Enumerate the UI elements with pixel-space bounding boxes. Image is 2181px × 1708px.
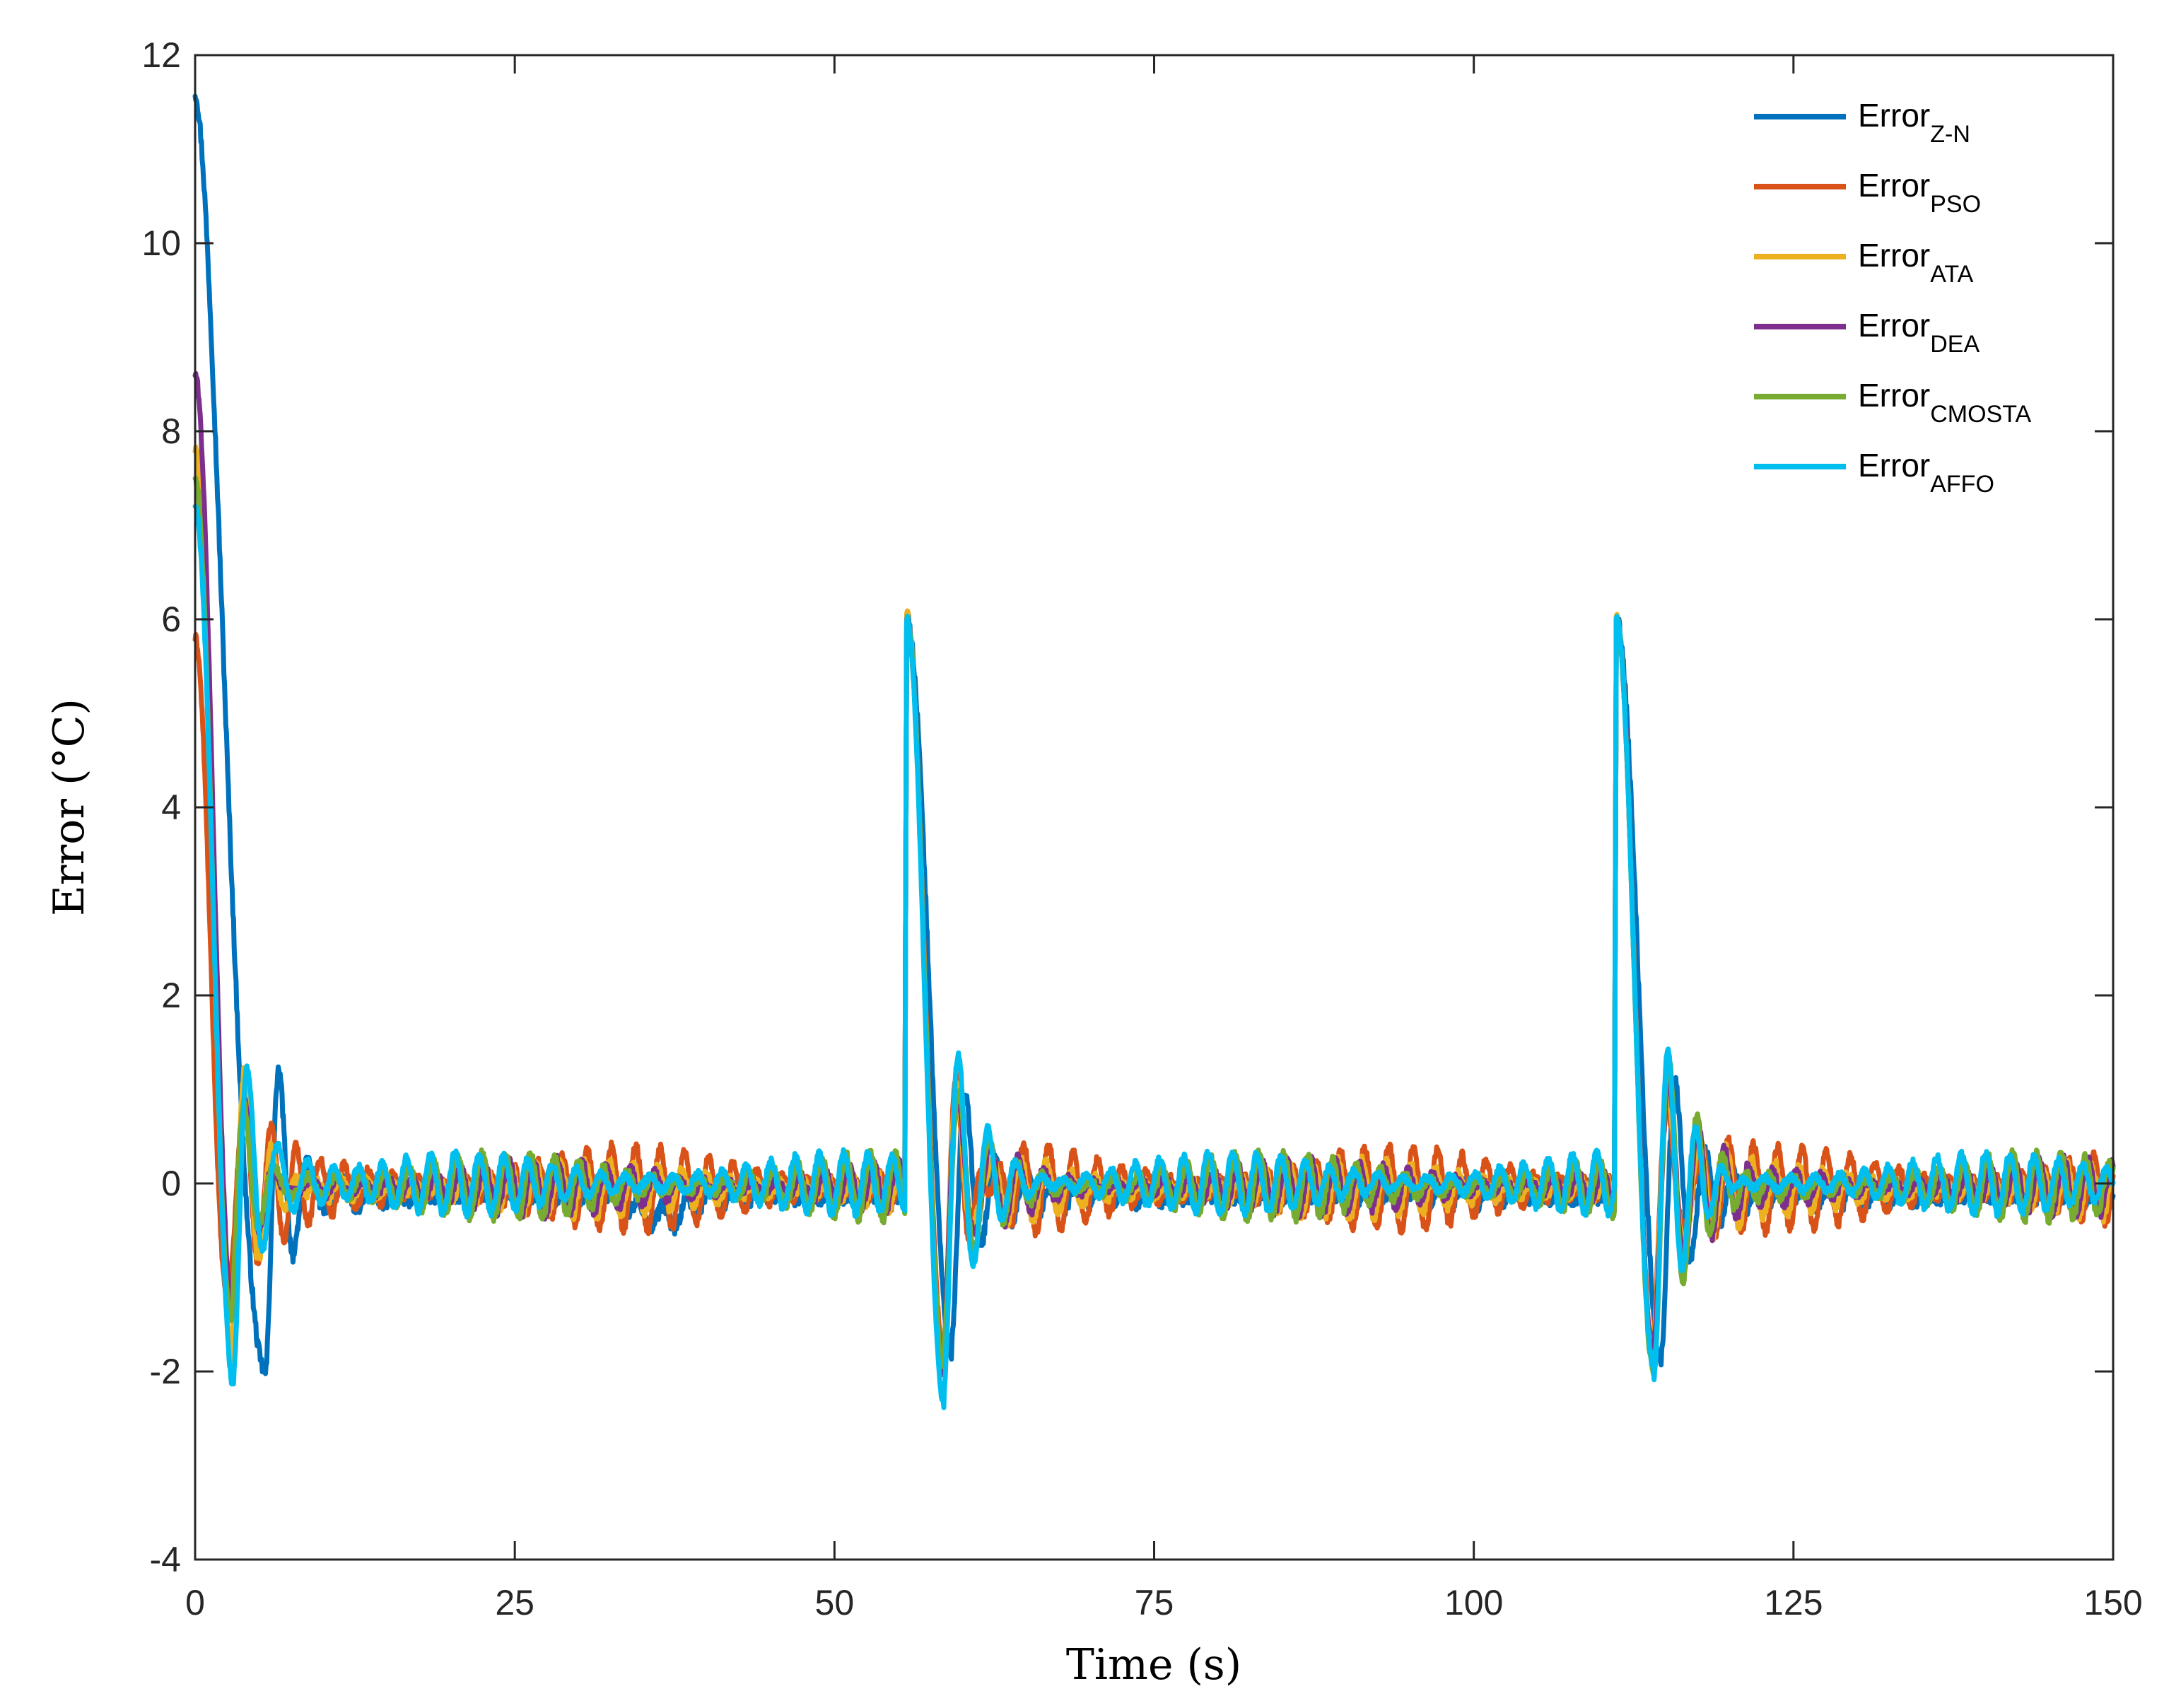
x-tick-label: 75 [1135, 1583, 1174, 1622]
y-tick-label: 12 [141, 35, 181, 75]
legend-label: ErrorZ-N [1858, 97, 1970, 148]
y-tick-label: 2 [161, 976, 181, 1015]
y-tick-label: 0 [161, 1164, 181, 1203]
legend-label-subscript: ATA [1930, 261, 1973, 288]
y-tick-label: -2 [150, 1352, 181, 1391]
x-tick-label: 100 [1444, 1583, 1503, 1622]
y-tick-label: 4 [161, 788, 181, 827]
series-line-affo [192, 503, 2116, 1410]
legend-label: ErrorCMOSTA [1858, 377, 2031, 428]
legend-label-main: Error [1858, 97, 1930, 134]
y-tick-label: -4 [150, 1540, 181, 1579]
legend-label-subscript: DEA [1930, 331, 1980, 358]
legend-label-subscript: PSO [1930, 191, 1981, 218]
legend-label: ErrorAFFO [1858, 447, 1994, 498]
x-tick-label: 125 [1764, 1583, 1823, 1622]
series-lines [192, 93, 2116, 1410]
x-tick-label: 150 [2083, 1583, 2142, 1622]
legend-label: ErrorDEA [1858, 307, 1980, 358]
legend-label-main: Error [1858, 377, 1930, 414]
legend: ErrorZ-NErrorPSOErrorATAErrorDEAErrorCMO… [1754, 97, 2031, 498]
plot-background [195, 55, 2113, 1560]
legend-label: ErrorATA [1858, 237, 1974, 288]
axis-ticks: 0 25 50 75 100 125 150 -4 -2 0 2 4 6 8 10 12 [141, 35, 2142, 1622]
x-axis-label: Time (s) [1066, 1640, 1241, 1690]
x-tick-label: 25 [495, 1583, 534, 1622]
legend-label: ErrorPSO [1858, 167, 1981, 218]
y-tick-label: 6 [161, 599, 181, 639]
x-tick-label: 0 [185, 1583, 205, 1622]
legend-label-subscript: CMOSTA [1930, 401, 2031, 428]
legend-label-subscript: AFFO [1930, 471, 1994, 498]
y-axis-label: Error (°C) [45, 698, 94, 916]
legend-label-main: Error [1858, 447, 1930, 484]
legend-label-subscript: Z-N [1930, 121, 1970, 148]
legend-label-main: Error [1858, 307, 1930, 344]
x-tick-label: 50 [815, 1583, 855, 1622]
legend-label-main: Error [1858, 237, 1930, 274]
legend-label-main: Error [1858, 167, 1930, 204]
y-tick-label: 8 [161, 411, 181, 451]
y-tick-label: 10 [141, 223, 181, 263]
